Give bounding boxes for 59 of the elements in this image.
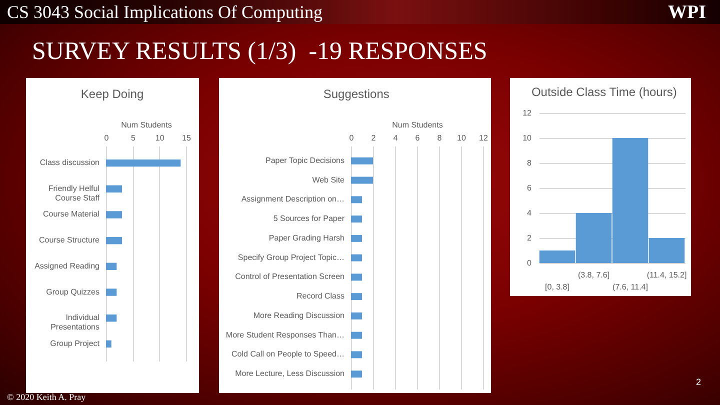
x-tick-label: (7.6, 11.4] <box>612 282 648 292</box>
y-tick-label: 2 <box>527 234 532 242</box>
y-tick-label: Group Project <box>50 338 100 348</box>
y-tick-label: 8 <box>527 158 532 168</box>
y-tick-label: 5 Sources for Paper <box>273 214 345 224</box>
x-tick-label: 0 <box>104 134 110 142</box>
y-tick-label: Course Material <box>43 210 100 219</box>
x-tick-label: (11.4, 15.2] <box>646 270 687 280</box>
y-tick-label: Assignment Description on… <box>241 194 344 204</box>
x-axis-title: Num Students <box>121 120 172 130</box>
x-tick-label: 2 <box>371 134 376 142</box>
y-tick-label: More Lecture, Less Discussion <box>235 369 344 378</box>
y-tick-label: Friendly Helful Course Staff <box>48 184 100 202</box>
x-tick-label: 15 <box>182 134 192 142</box>
y-tick-label: Group Quizzes <box>46 287 100 296</box>
x-axis-title: Num Students <box>392 120 443 130</box>
chart-title: Suggestions <box>323 87 390 101</box>
bar <box>106 185 122 193</box>
bar <box>106 236 122 244</box>
bar <box>106 262 117 270</box>
y-tick-label: Specify Group Project Topic… <box>238 252 344 262</box>
chart-title: Keep Doing <box>80 87 144 101</box>
y-tick-label: 6 <box>527 184 532 192</box>
y-tick-label: Web Site <box>312 175 346 184</box>
bar <box>106 159 181 167</box>
x-tick-label: 8 <box>437 134 442 142</box>
x-tick-label: 4 <box>393 134 398 142</box>
x-tick-label: 10 <box>457 134 466 142</box>
y-tick-label: 4 <box>527 208 532 218</box>
y-tick-label: Individual Presentations <box>50 313 100 332</box>
x-tick-label: [0, 3.8] <box>545 282 570 292</box>
text: WPI <box>668 2 706 23</box>
y-tick-label: Control of Presentation Screen <box>235 272 344 282</box>
y-tick-label: Course Structure <box>39 236 100 245</box>
x-tick-label: 0 <box>349 134 354 142</box>
x-tick-label: (3.8, 7.6] <box>578 270 610 280</box>
bar <box>106 211 122 218</box>
y-tick-label: Paper Grading Harsh <box>268 233 344 242</box>
y-tick-label: Record Class <box>296 292 344 301</box>
y-tick-label: Paper Topic Decisions <box>265 156 344 165</box>
x-tick-label: 5 <box>130 134 136 142</box>
y-tick-label: More Student Responses Than… <box>226 330 344 340</box>
y-tick-label: 0 <box>527 258 532 268</box>
bar <box>106 314 117 322</box>
x-tick-label: 10 <box>155 134 165 142</box>
text: © 2020 Keith A. Pray <box>7 392 86 402</box>
text: CS 3043 Social Implications Of Computing <box>7 2 322 22</box>
bar <box>106 288 117 296</box>
y-tick-label: Assigned Reading <box>34 261 100 270</box>
y-tick-label: 12 <box>522 108 532 118</box>
bar <box>106 340 112 348</box>
text: SURVEY RESULTS (1/3) -19 RESPONSES <box>32 38 488 65</box>
y-tick-label: Cold Call on People to Speed… <box>232 350 344 359</box>
y-tick-label: Class discussion <box>40 158 100 168</box>
chart-title: Outside Class Time (hours) <box>531 85 677 99</box>
x-tick-label: 12 <box>479 134 488 142</box>
text: 2 <box>696 377 701 387</box>
x-tick-label: 6 <box>415 134 420 142</box>
y-tick-label: More Reading Discussion <box>253 310 344 320</box>
